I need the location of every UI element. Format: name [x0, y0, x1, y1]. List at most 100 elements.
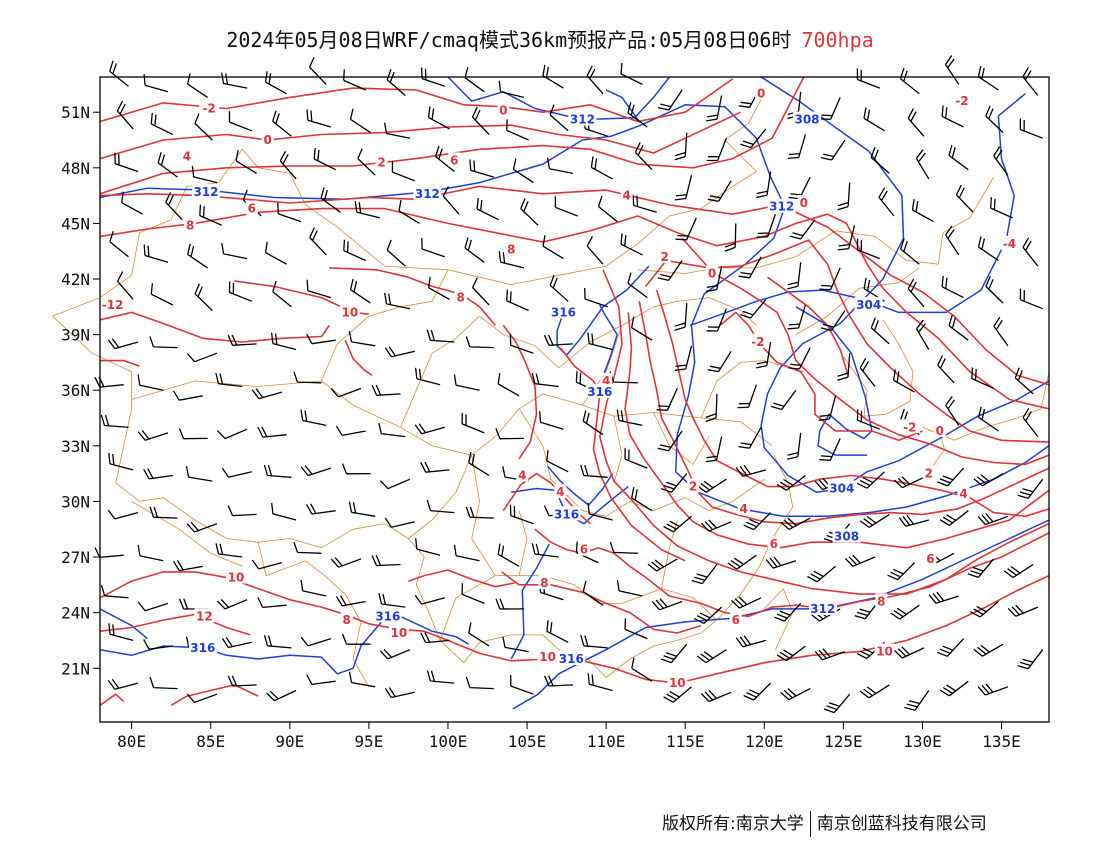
wind-barb: [221, 467, 252, 478]
wind-barb: [586, 65, 604, 95]
height-label: 304: [856, 298, 881, 312]
label-background: [497, 102, 510, 117]
wind-barb: [472, 277, 490, 306]
label-background: [706, 265, 719, 280]
label-background: [767, 536, 780, 551]
wind-barb: [786, 432, 802, 460]
wind-barb: [970, 601, 999, 618]
boundary-line: [439, 575, 496, 641]
wind-barb: [427, 106, 450, 130]
wind-barb: [755, 341, 772, 369]
wind-barb: [386, 69, 406, 96]
wind-barb: [971, 367, 994, 389]
label-background: [827, 480, 856, 495]
height-contour: [795, 306, 873, 456]
wind-barb: [343, 69, 366, 91]
wind-barb: [587, 332, 613, 351]
company-name: 南京创蓝科技有限公司: [816, 814, 987, 834]
wind-barb: [191, 165, 218, 184]
wind-barb: [543, 334, 573, 346]
wind-barb: [546, 620, 569, 643]
wind-barb: [498, 251, 525, 269]
boundary-line: [637, 176, 994, 274]
lon-tick-label: 135E: [982, 732, 1021, 751]
wind-barb: [856, 471, 885, 489]
wind-barb: [341, 463, 371, 475]
wind-barb: [898, 514, 929, 527]
wind-barb: [1019, 118, 1043, 139]
label-background: [577, 541, 590, 556]
label-background: [999, 235, 1020, 250]
wind-barb: [531, 372, 559, 388]
height-contour: [760, 76, 1050, 493]
wind-barb: [415, 538, 441, 556]
wind-barb: [993, 316, 1009, 347]
wind-barb: [657, 260, 683, 282]
university-name: 南京大学: [735, 814, 804, 834]
wind-barb: [586, 236, 604, 265]
wind-barb: [820, 310, 846, 332]
label-background: [667, 675, 688, 690]
wind-barb: [272, 110, 292, 137]
wind-barb: [656, 388, 678, 411]
wind-barb: [1007, 604, 1039, 617]
height-contour: [510, 543, 550, 660]
wind-barb: [300, 465, 332, 477]
wind-barb: [150, 283, 174, 306]
wind-barb: [631, 657, 653, 682]
wind-barb: [696, 478, 727, 493]
wind-barb: [143, 468, 173, 480]
wind-barb: [937, 467, 965, 487]
temperature-label: 10: [342, 305, 359, 319]
wind-barb: [266, 689, 297, 702]
wind-barb: [109, 60, 129, 87]
temperature-label: 8: [877, 595, 885, 609]
boundary-line: [613, 416, 623, 484]
lat-tick-label: 48N: [61, 159, 90, 178]
wind-barb: [1022, 407, 1039, 438]
wind-barb: [705, 95, 723, 122]
temperature-contour: [719, 311, 923, 442]
lat-tick-label: 36N: [61, 381, 90, 400]
label-background: [191, 183, 220, 198]
wind-barb: [727, 554, 757, 570]
wind-barb: [465, 676, 494, 690]
label-background: [767, 198, 796, 213]
wind-barb: [107, 338, 139, 350]
wind-barb: [546, 449, 569, 473]
wind-barb: [216, 428, 248, 440]
wind-barb: [216, 598, 248, 610]
wind-barb: [770, 389, 797, 411]
wind-barb: [900, 238, 920, 265]
temperature-label: 0: [263, 133, 271, 147]
wind-barb: [186, 352, 218, 363]
wind-barb: [620, 233, 643, 256]
wind-barb: [705, 265, 723, 292]
temperature-label: 8: [186, 218, 194, 232]
temperature-label: -4: [1003, 237, 1016, 251]
wind-barb: [384, 517, 415, 528]
wind-barb: [584, 287, 608, 308]
wind-barb: [300, 409, 327, 427]
height-contour: [99, 608, 148, 640]
wind-barb: [149, 506, 178, 519]
wind-barb: [892, 369, 915, 393]
wind-barb: [264, 71, 287, 95]
wind-barb: [300, 636, 332, 647]
temperature-contour: [344, 339, 373, 377]
wind-barb: [257, 597, 287, 609]
wind-barb: [893, 646, 925, 659]
label-background: [180, 148, 193, 163]
temperature-contour: [99, 613, 251, 636]
wind-barb: [426, 329, 455, 343]
wind-barb: [818, 395, 837, 421]
wind-barb: [497, 373, 520, 397]
wind-barb: [738, 256, 762, 279]
wind-barb: [308, 56, 327, 85]
wind-barb: [383, 122, 411, 139]
wind-barb: [939, 510, 969, 526]
label-background: [516, 467, 529, 482]
wind-barb: [371, 384, 401, 396]
wind-barb: [696, 649, 727, 664]
